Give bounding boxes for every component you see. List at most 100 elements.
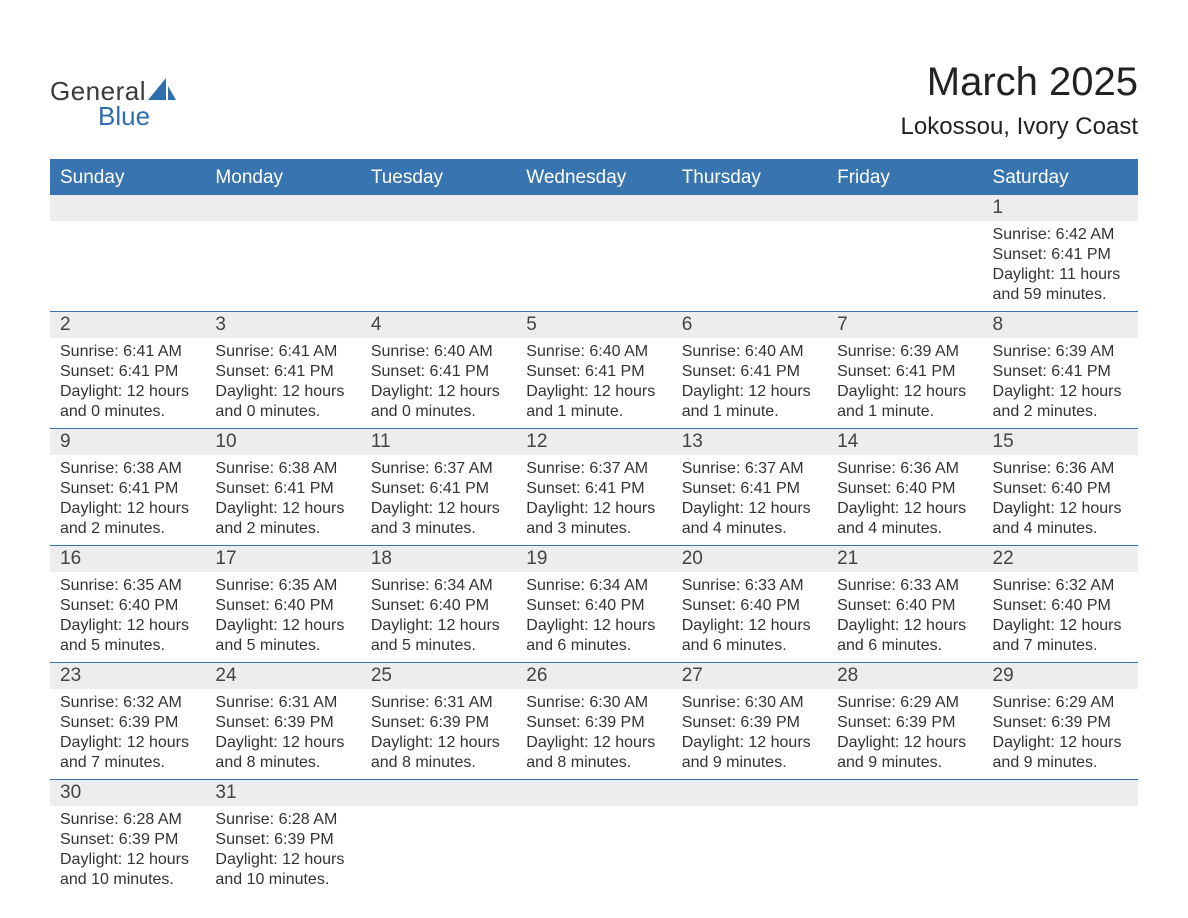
- day-number-cell: 11: [361, 429, 516, 456]
- day-sunset: Sunset: 6:40 PM: [993, 596, 1128, 616]
- day-dl1: Daylight: 12 hours: [60, 850, 195, 870]
- day-sunset: Sunset: 6:39 PM: [215, 830, 350, 850]
- day-sunset: Sunset: 6:39 PM: [526, 713, 661, 733]
- day-data-cell: Sunrise: 6:29 AMSunset: 6:39 PMDaylight:…: [827, 689, 982, 780]
- day-number-row: 3031: [50, 780, 1138, 807]
- day-sunset: Sunset: 6:41 PM: [526, 479, 661, 499]
- day-dl1: Daylight: 12 hours: [371, 499, 506, 519]
- day-dl2: and 8 minutes.: [215, 753, 350, 773]
- day-dl1: Daylight: 12 hours: [682, 733, 817, 753]
- day-data-cell: [672, 806, 827, 896]
- day-dl2: and 9 minutes.: [993, 753, 1128, 773]
- day-data-cell: Sunrise: 6:40 AMSunset: 6:41 PMDaylight:…: [516, 338, 671, 429]
- day-number-row: 2345678: [50, 312, 1138, 339]
- day-data-cell: Sunrise: 6:40 AMSunset: 6:41 PMDaylight:…: [672, 338, 827, 429]
- day-sunset: Sunset: 6:39 PM: [371, 713, 506, 733]
- day-number-cell: [361, 195, 516, 221]
- day-sunset: Sunset: 6:39 PM: [60, 713, 195, 733]
- day-dl2: and 59 minutes.: [993, 285, 1128, 305]
- day-sunrise: Sunrise: 6:42 AM: [993, 225, 1128, 245]
- day-sunset: Sunset: 6:41 PM: [60, 479, 195, 499]
- weekday-header: Monday: [205, 160, 360, 195]
- day-number-cell: [827, 780, 982, 807]
- day-data-cell: [672, 221, 827, 312]
- day-sunset: Sunset: 6:40 PM: [837, 596, 972, 616]
- day-sunset: Sunset: 6:41 PM: [993, 245, 1128, 265]
- day-sunset: Sunset: 6:41 PM: [682, 362, 817, 382]
- day-sunset: Sunset: 6:39 PM: [215, 713, 350, 733]
- day-number-cell: 3: [205, 312, 360, 339]
- day-dl2: and 0 minutes.: [371, 402, 506, 422]
- day-dl1: Daylight: 12 hours: [526, 499, 661, 519]
- day-sunrise: Sunrise: 6:34 AM: [371, 576, 506, 596]
- day-data-cell: Sunrise: 6:41 AMSunset: 6:41 PMDaylight:…: [205, 338, 360, 429]
- day-data-cell: Sunrise: 6:38 AMSunset: 6:41 PMDaylight:…: [205, 455, 360, 546]
- day-number-cell: [672, 195, 827, 221]
- day-sunrise: Sunrise: 6:40 AM: [682, 342, 817, 362]
- day-number-cell: 24: [205, 663, 360, 690]
- day-data-cell: Sunrise: 6:35 AMSunset: 6:40 PMDaylight:…: [50, 572, 205, 663]
- day-sunrise: Sunrise: 6:37 AM: [526, 459, 661, 479]
- day-sunrise: Sunrise: 6:32 AM: [60, 693, 195, 713]
- day-dl1: Daylight: 12 hours: [215, 616, 350, 636]
- day-number-cell: 17: [205, 546, 360, 573]
- day-sunset: Sunset: 6:41 PM: [60, 362, 195, 382]
- day-number-cell: 15: [983, 429, 1138, 456]
- day-dl1: Daylight: 12 hours: [837, 382, 972, 402]
- day-data-cell: Sunrise: 6:32 AMSunset: 6:39 PMDaylight:…: [50, 689, 205, 780]
- day-data-cell: Sunrise: 6:29 AMSunset: 6:39 PMDaylight:…: [983, 689, 1138, 780]
- day-sunrise: Sunrise: 6:36 AM: [993, 459, 1128, 479]
- day-sunset: Sunset: 6:39 PM: [837, 713, 972, 733]
- weekday-header: Wednesday: [516, 160, 671, 195]
- day-number-cell: 1: [983, 195, 1138, 221]
- day-number-row: 23242526272829: [50, 663, 1138, 690]
- day-dl2: and 5 minutes.: [215, 636, 350, 656]
- day-data-cell: [983, 806, 1138, 896]
- day-sunrise: Sunrise: 6:37 AM: [682, 459, 817, 479]
- weekday-header: Tuesday: [361, 160, 516, 195]
- day-sunrise: Sunrise: 6:41 AM: [215, 342, 350, 362]
- day-data-cell: Sunrise: 6:40 AMSunset: 6:41 PMDaylight:…: [361, 338, 516, 429]
- day-number-cell: 30: [50, 780, 205, 807]
- day-data-cell: Sunrise: 6:31 AMSunset: 6:39 PMDaylight:…: [205, 689, 360, 780]
- day-sunset: Sunset: 6:39 PM: [993, 713, 1128, 733]
- day-data-cell: Sunrise: 6:39 AMSunset: 6:41 PMDaylight:…: [827, 338, 982, 429]
- day-sunrise: Sunrise: 6:32 AM: [993, 576, 1128, 596]
- day-data-cell: Sunrise: 6:32 AMSunset: 6:40 PMDaylight:…: [983, 572, 1138, 663]
- day-sunrise: Sunrise: 6:29 AM: [993, 693, 1128, 713]
- day-data-cell: Sunrise: 6:30 AMSunset: 6:39 PMDaylight:…: [516, 689, 671, 780]
- day-sunrise: Sunrise: 6:33 AM: [837, 576, 972, 596]
- day-sunrise: Sunrise: 6:40 AM: [371, 342, 506, 362]
- weekday-header: Sunday: [50, 160, 205, 195]
- day-data-cell: [516, 806, 671, 896]
- day-data-cell: Sunrise: 6:30 AMSunset: 6:39 PMDaylight:…: [672, 689, 827, 780]
- day-dl1: Daylight: 12 hours: [682, 499, 817, 519]
- day-data-cell: Sunrise: 6:38 AMSunset: 6:41 PMDaylight:…: [50, 455, 205, 546]
- day-data-cell: [205, 221, 360, 312]
- day-sunset: Sunset: 6:41 PM: [215, 479, 350, 499]
- day-number-row: 16171819202122: [50, 546, 1138, 573]
- day-sunset: Sunset: 6:41 PM: [837, 362, 972, 382]
- day-sunset: Sunset: 6:40 PM: [371, 596, 506, 616]
- day-number-cell: [516, 195, 671, 221]
- day-sunrise: Sunrise: 6:29 AM: [837, 693, 972, 713]
- day-sunrise: Sunrise: 6:31 AM: [215, 693, 350, 713]
- day-dl2: and 3 minutes.: [371, 519, 506, 539]
- day-sunrise: Sunrise: 6:30 AM: [526, 693, 661, 713]
- day-dl1: Daylight: 12 hours: [837, 499, 972, 519]
- day-number-row: 9101112131415: [50, 429, 1138, 456]
- day-number-cell: 20: [672, 546, 827, 573]
- day-number-cell: 29: [983, 663, 1138, 690]
- day-sunrise: Sunrise: 6:34 AM: [526, 576, 661, 596]
- day-data-cell: [516, 221, 671, 312]
- day-sunset: Sunset: 6:40 PM: [215, 596, 350, 616]
- day-sunset: Sunset: 6:41 PM: [993, 362, 1128, 382]
- day-data-cell: Sunrise: 6:34 AMSunset: 6:40 PMDaylight:…: [361, 572, 516, 663]
- day-sunset: Sunset: 6:40 PM: [993, 479, 1128, 499]
- day-number-cell: [983, 780, 1138, 807]
- day-data-row: Sunrise: 6:28 AMSunset: 6:39 PMDaylight:…: [50, 806, 1138, 896]
- day-dl2: and 7 minutes.: [993, 636, 1128, 656]
- day-number-cell: 10: [205, 429, 360, 456]
- day-number-cell: 9: [50, 429, 205, 456]
- day-sunset: Sunset: 6:41 PM: [682, 479, 817, 499]
